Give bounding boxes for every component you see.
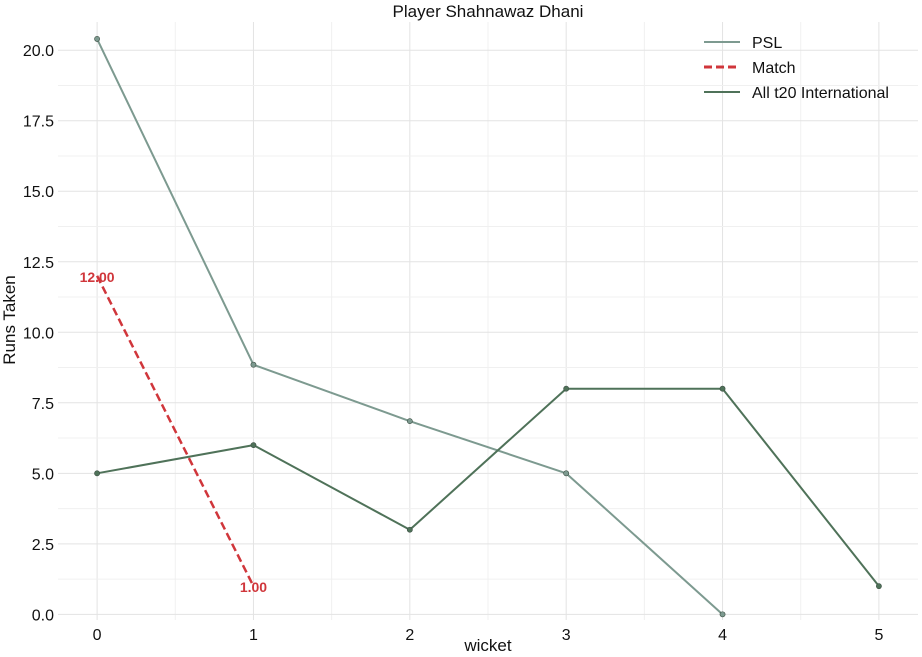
grid-lines [58,22,918,620]
y-axis-label: Runs Taken [0,275,19,364]
legend-item-match: Match [704,60,796,77]
data-point [719,385,726,392]
y-tick-label: 0.0 [32,607,54,624]
x-axis-label: wicket [463,636,512,655]
data-point [406,526,413,533]
data-point [876,583,882,590]
x-tick-label: 4 [718,627,727,644]
legend: PSL Match All t20 International [704,35,889,102]
series-line-all-t20-international [96,387,880,587]
data-point [719,611,726,618]
y-tick-label: 7.5 [32,396,54,413]
y-tick-label: 12.5 [23,255,54,272]
x-tick-label: 0 [93,627,102,644]
data-label: 12.00 [80,269,115,285]
y-tick-label: 10.0 [23,325,54,342]
x-tick-label: 3 [562,627,571,644]
series-all-t20-international [94,385,882,590]
y-tick-label: 20.0 [23,43,54,60]
data-label: 1.00 [240,579,267,595]
x-tick-label: 5 [874,627,883,644]
chart-title: Player Shahnawaz Dhani [393,2,584,21]
x-tick-label: 1 [249,627,258,644]
data-point [250,442,257,449]
y-tick-label: 5.0 [32,466,54,483]
data-point [94,470,100,477]
y-tick-label: 15.0 [23,184,54,201]
legend-label: All t20 International [752,85,889,102]
y-tick-labels: 0.0 2.5 5.0 7.5 10.0 12.5 15.0 17.5 20.0 [23,43,54,624]
y-tick-label: 2.5 [32,537,54,554]
data-point [563,470,570,477]
legend-item-all-t20-international: All t20 International [704,85,889,102]
data-point [406,418,413,425]
series-psl [94,36,726,618]
legend-label: PSL [752,35,782,52]
y-tick-label: 17.5 [23,114,54,131]
series-layer: 12.00 1.00 [80,36,882,618]
data-point [94,36,100,42]
data-point [250,361,257,368]
data-point [563,385,570,392]
series-line-match [95,275,255,587]
x-tick-label: 2 [405,627,414,644]
series-match: 12.00 1.00 [80,269,268,595]
legend-item-psl: PSL [704,35,782,52]
legend-label: Match [752,60,796,77]
x-tick-labels: 0 1 2 3 4 5 [93,627,884,644]
